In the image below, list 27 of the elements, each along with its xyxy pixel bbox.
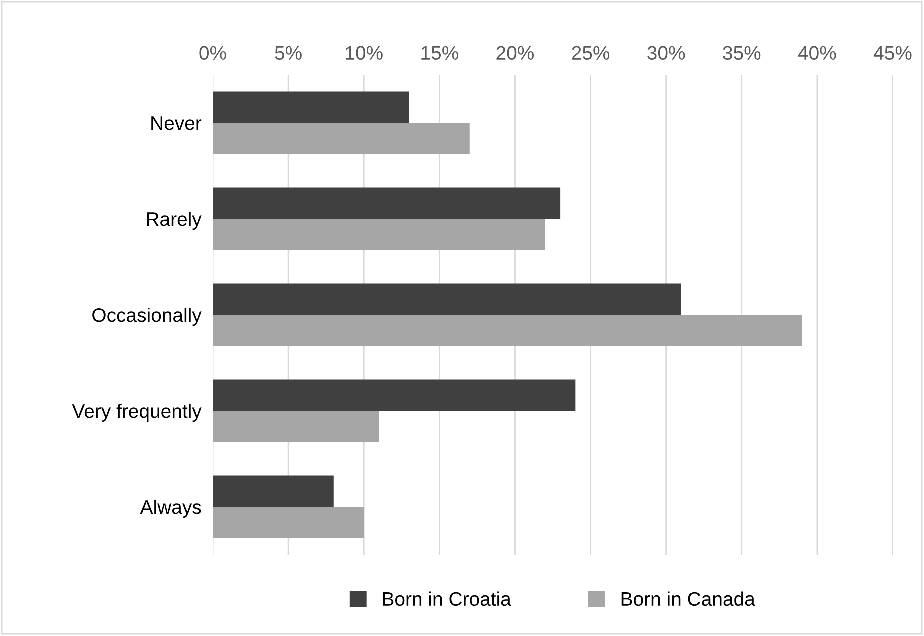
y-tick-label: Always [140,500,202,518]
bar [213,315,802,346]
x-tick-label: 40% [798,46,836,60]
y-tick-label: Rarely [147,212,202,230]
bar [213,380,576,411]
x-tick-label: 30% [648,46,686,60]
x-tick-label: 25% [572,46,610,60]
y-tick-label: Never [152,116,202,130]
bar [213,219,546,250]
bar [213,123,470,154]
y-tick-label: Very frequently [72,404,202,422]
legend-label: Born in Canada [622,592,756,606]
legend-label: Born in Croatia [383,592,512,606]
bar [213,411,380,442]
x-tick-label: 35% [723,46,761,60]
x-tick-label: 0% [200,46,226,60]
x-tick-label: 5% [275,46,302,60]
x-tick-label: 15% [422,46,458,60]
bar [213,188,561,219]
bar [213,476,334,507]
bar [213,92,410,123]
bar [213,284,682,315]
y-tick-label: Occasionally [92,308,202,326]
x-tick-label: 20% [496,46,534,60]
x-tick-label: 45% [874,46,912,60]
bar [213,507,364,538]
x-tick-label: 10% [346,46,383,60]
